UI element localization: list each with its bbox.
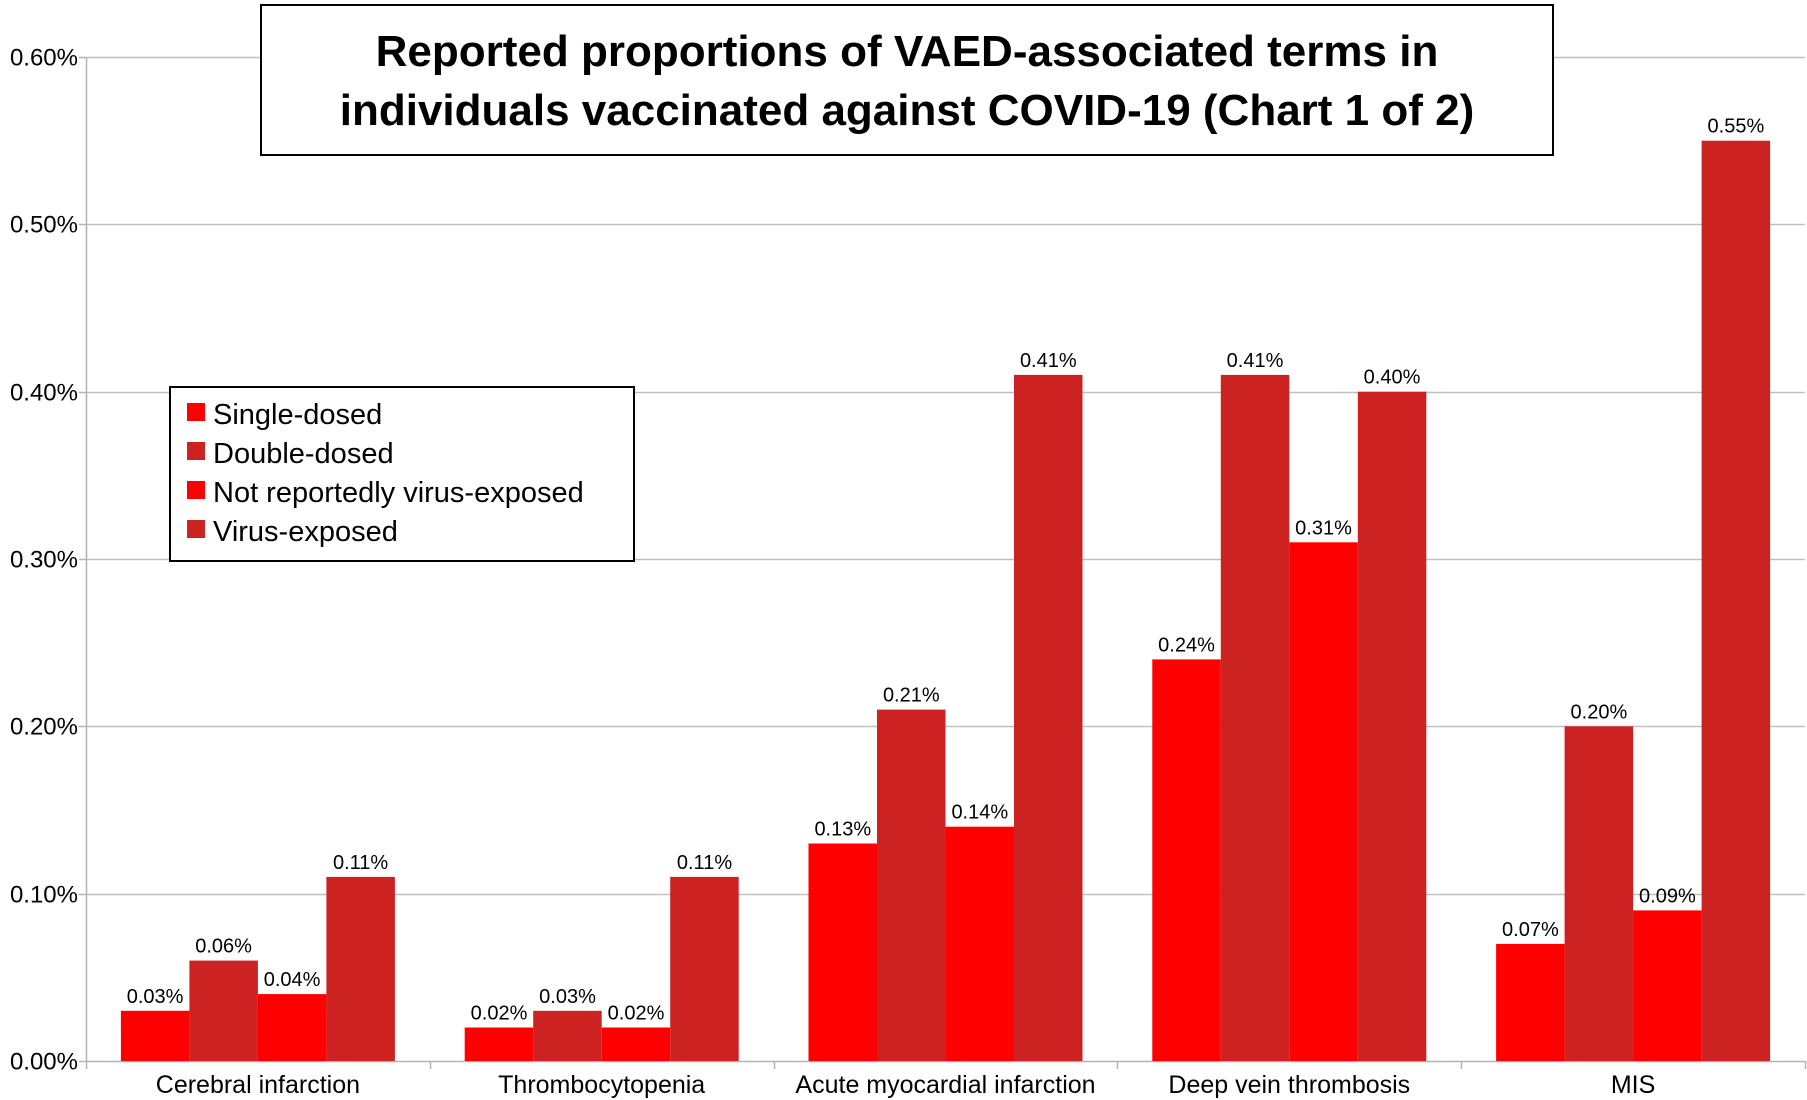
bar-acute-myocardial-infarction-virus-exposed: [1014, 374, 1083, 1061]
legend-swatch-not-virus-exposed: [187, 481, 205, 499]
bar-mis-single-dosed: [1496, 943, 1565, 1061]
legend-swatch-virus-exposed: [187, 520, 205, 538]
y-tick-label: 0.30%: [10, 547, 78, 574]
bar-mis-virus-exposed: [1701, 140, 1771, 1061]
data-label-cerebral-infarction-double-dosed: 0.06%: [195, 936, 252, 958]
data-label-mis-double-dosed: 0.20%: [1571, 701, 1628, 723]
y-tick-label: 0.20%: [10, 714, 78, 741]
category-label-thrombocytopenia: Thrombocytopenia: [498, 1071, 705, 1099]
data-label-acute-myocardial-infarction-single-dosed: 0.13%: [814, 819, 871, 841]
category-label-cerebral-infarction: Cerebral infarction: [156, 1071, 360, 1099]
data-label-mis-not-reportedly-virus-exposed: 0.09%: [1639, 885, 1696, 907]
bar-deep-vein-thrombosis-double-dosed: [1220, 374, 1290, 1061]
legend-item-single-dosed: Single-dosed: [187, 399, 382, 431]
bars: [120, 140, 1771, 1061]
legend-label-single-dosed: Single-dosed: [213, 399, 382, 431]
bar-cerebral-infarction-single-dosed: [120, 1010, 190, 1061]
y-tick-label: 0.00%: [10, 1049, 78, 1076]
data-label-deep-vein-thrombosis-double-dosed: 0.41%: [1227, 350, 1284, 372]
bar-thrombocytopenia-not-reportedly-virus-exposed: [601, 1027, 671, 1061]
data-label-cerebral-infarction-virus-exposed: 0.11%: [333, 852, 388, 874]
data-label-deep-vein-thrombosis-single-dosed: 0.24%: [1158, 634, 1215, 656]
legend-label-double-dosed: Double-dosed: [213, 438, 394, 470]
data-label-cerebral-infarction-single-dosed: 0.03%: [127, 986, 184, 1008]
y-tick-label: 0.50%: [10, 212, 78, 239]
data-label-thrombocytopenia-virus-exposed: 0.11%: [677, 852, 732, 874]
bar-deep-vein-thrombosis-single-dosed: [1152, 659, 1221, 1061]
legend-item-not-virus-exposed: Not reportedly virus-exposed: [187, 477, 584, 509]
y-tick-label: 0.60%: [10, 45, 78, 72]
data-label-mis-virus-exposed: 0.55%: [1708, 116, 1765, 138]
legend-swatch-single-dosed: [187, 403, 205, 421]
bar-cerebral-infarction-not-reportedly-virus-exposed: [257, 994, 327, 1061]
bar-thrombocytopenia-virus-exposed: [670, 876, 739, 1061]
data-label-cerebral-infarction-not-reportedly-virus-exposed: 0.04%: [264, 969, 321, 991]
x-axis-category-labels: Cerebral infarction Thrombocytopenia Acute…: [156, 1071, 1656, 1099]
data-label-mis-single-dosed: 0.07%: [1502, 919, 1559, 941]
data-label-deep-vein-thrombosis-not-reportedly-virus-exposed: 0.31%: [1295, 517, 1352, 539]
title-box: [260, 4, 1554, 156]
bar-acute-myocardial-infarction-single-dosed: [808, 843, 877, 1061]
data-label-thrombocytopenia-double-dosed: 0.03%: [539, 986, 596, 1008]
axes: [79, 56, 1807, 1069]
category-label-acute-myocardial-infarction: Acute myocardial infarction: [795, 1071, 1095, 1099]
data-label-thrombocytopenia-single-dosed: 0.02%: [471, 1003, 528, 1025]
title-line-2: individuals vaccinated against COVID-19 …: [340, 86, 1475, 135]
bar-deep-vein-thrombosis-virus-exposed: [1357, 391, 1427, 1061]
bar-thrombocytopenia-single-dosed: [464, 1027, 534, 1061]
y-tick-label: 0.10%: [10, 882, 78, 909]
bar-acute-myocardial-infarction-not-reportedly-virus-exposed: [945, 826, 1014, 1061]
legend-label-virus-exposed: Virus-exposed: [213, 516, 398, 548]
legend-item-virus-exposed: Virus-exposed: [187, 516, 398, 548]
data-label-thrombocytopenia-not-reportedly-virus-exposed: 0.02%: [608, 1003, 665, 1025]
legend-label-not-virus-exposed: Not reportedly virus-exposed: [213, 477, 584, 509]
data-label-acute-myocardial-infarction-double-dosed: 0.21%: [883, 685, 940, 707]
bar-acute-myocardial-infarction-double-dosed: [877, 709, 946, 1061]
chart-title: Reported proportions of VAED-associated …: [260, 4, 1554, 156]
bar-mis-double-dosed: [1564, 726, 1634, 1061]
bar-deep-vein-thrombosis-not-reportedly-virus-exposed: [1289, 542, 1358, 1061]
legend-swatch-double-dosed: [187, 442, 205, 460]
bar-thrombocytopenia-double-dosed: [533, 1010, 602, 1061]
bar-mis-not-reportedly-virus-exposed: [1633, 910, 1702, 1061]
category-label-mis: MIS: [1611, 1071, 1655, 1099]
y-tick-label: 0.40%: [10, 380, 78, 407]
legend: Single-dosed Double-dosed Not reportedly…: [169, 386, 635, 562]
category-label-deep-vein-thrombosis: Deep vein thrombosis: [1168, 1071, 1410, 1099]
bar-cerebral-infarction-virus-exposed: [326, 876, 395, 1061]
data-label-acute-myocardial-infarction-not-reportedly-virus-exposed: 0.14%: [951, 802, 1008, 824]
legend-box: [169, 386, 635, 562]
title-line-1: Reported proportions of VAED-associated …: [376, 27, 1439, 76]
data-label-acute-myocardial-infarction-virus-exposed: 0.41%: [1020, 350, 1077, 372]
bar-cerebral-infarction-double-dosed: [189, 960, 258, 1061]
data-label-deep-vein-thrombosis-virus-exposed: 0.40%: [1364, 367, 1421, 389]
y-axis-tick-labels: 0.00% 0.10% 0.20% 0.30% 0.40% 0.50% 0.60%: [10, 45, 78, 1076]
data-labels: 0.03% 0.06% 0.04% 0.11% 0.02% 0.03% 0.02% 0.11%…: [127, 116, 1765, 1025]
legend-item-double-dosed: Double-dosed: [187, 438, 394, 470]
